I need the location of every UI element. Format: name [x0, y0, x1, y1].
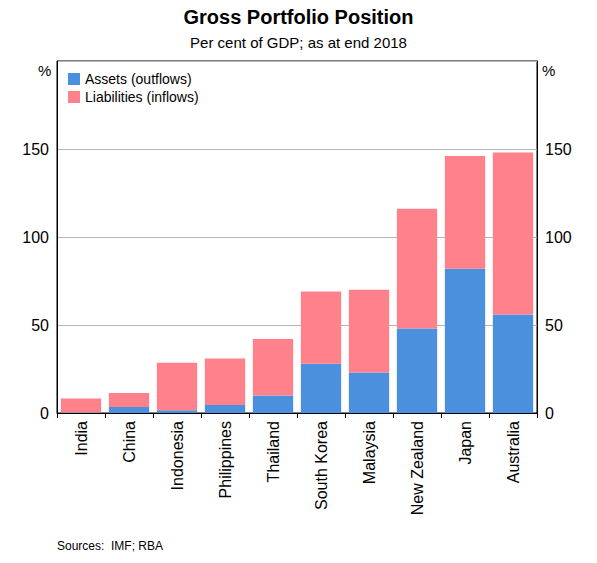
svg-text:Indonesia: Indonesia — [169, 421, 186, 490]
svg-text:Sources: IMF; RBA: Sources: IMF; RBA — [57, 539, 163, 553]
svg-text:100: 100 — [545, 229, 572, 246]
svg-text:150: 150 — [22, 141, 49, 158]
svg-text:100: 100 — [22, 229, 49, 246]
svg-text:India: India — [73, 421, 90, 456]
svg-text:Gross Portfolio Position: Gross Portfolio Position — [183, 6, 413, 28]
svg-text:0: 0 — [545, 405, 554, 422]
svg-text:Malaysia: Malaysia — [361, 421, 378, 484]
svg-text:China: China — [121, 421, 138, 463]
svg-text:150: 150 — [545, 141, 572, 158]
svg-text:Assets (outflows): Assets (outflows) — [85, 71, 192, 87]
svg-text:Philippines: Philippines — [217, 421, 234, 498]
svg-text:New Zealand: New Zealand — [409, 421, 426, 515]
svg-text:0: 0 — [40, 405, 49, 422]
svg-text:50: 50 — [31, 317, 49, 334]
svg-text:Per cent of GDP; as at end 201: Per cent of GDP; as at end 2018 — [190, 34, 407, 51]
svg-text:50: 50 — [545, 317, 563, 334]
svg-text:Australia: Australia — [505, 421, 522, 483]
svg-text:Thailand: Thailand — [265, 421, 282, 482]
svg-text:%: % — [542, 62, 555, 79]
svg-text:Japan: Japan — [457, 421, 474, 465]
svg-text:%: % — [38, 62, 51, 79]
svg-text:South Korea: South Korea — [313, 421, 330, 510]
svg-text:Liabilities (inflows): Liabilities (inflows) — [85, 89, 199, 105]
